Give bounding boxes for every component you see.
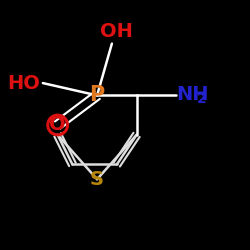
Text: O: O [49, 116, 66, 134]
Text: P: P [90, 86, 105, 105]
Text: OH: OH [100, 22, 133, 41]
Text: S: S [90, 170, 104, 189]
Text: 2: 2 [197, 92, 207, 106]
Text: NH: NH [176, 85, 208, 104]
Text: HO: HO [8, 74, 40, 92]
